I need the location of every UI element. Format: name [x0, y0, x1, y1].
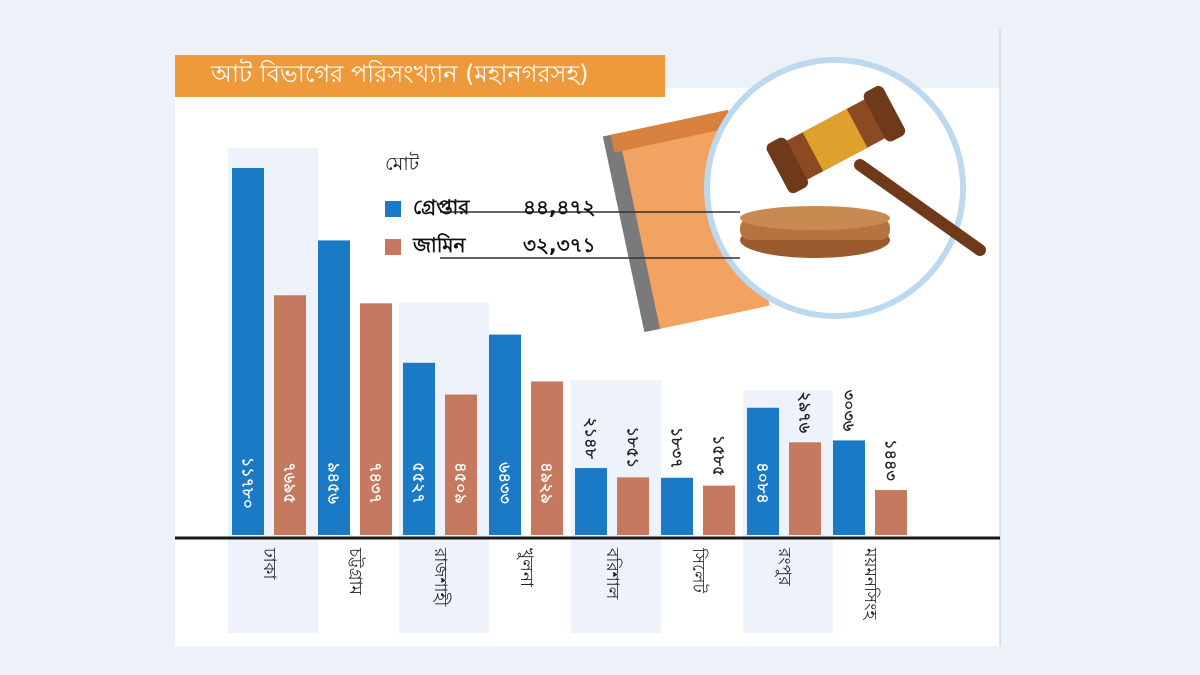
- legend-swatch-arrest: [385, 201, 401, 217]
- bar-bail-2: [445, 394, 477, 535]
- data-label-bail-1: ৭৪৩৭: [367, 462, 386, 504]
- bar-arrest-2: [403, 362, 435, 535]
- bar-arrest-4: [575, 468, 607, 535]
- legend-total-arrest: ৪৪,৪৭২: [523, 194, 596, 219]
- category-label-7: ময়মনসিংহ: [860, 547, 881, 620]
- legend-item-arrest: গ্রেপ্তার ৪৪,৪৭২: [385, 190, 596, 228]
- category-label-0: ঢাকা: [259, 547, 279, 580]
- data-label-bail-4: ১৮৫১: [624, 427, 643, 469]
- bar-arrest-7: [833, 440, 865, 535]
- data-label-arrest-2: ৫৫২৭: [410, 462, 429, 504]
- gavel-icon: [740, 85, 986, 258]
- data-label-arrest-6: ৪০৮৪: [754, 462, 773, 504]
- data-label-bail-6: ২৯৭৬: [796, 391, 815, 433]
- category-label-2: রাজশাহী: [430, 547, 451, 607]
- category-label-1: চট্টগ্রাম: [345, 547, 366, 596]
- legend-label-arrest: গ্রেপ্তার: [413, 194, 470, 219]
- data-label-arrest-0: ১১৭৮০: [239, 457, 258, 509]
- data-label-arrest-5: ১৮৩৭: [668, 427, 687, 469]
- category-label-4: বরিশাল: [602, 547, 623, 600]
- bar-bail-4: [617, 477, 649, 535]
- data-label-arrest-7: ৩০৩৬: [840, 390, 859, 432]
- legend-total-bail: ৩২,৩৭১: [523, 232, 596, 257]
- bar-arrest-3: [489, 334, 521, 535]
- data-label-bail-0: ৭৬৯৫: [281, 462, 300, 504]
- chart-title-banner: আট বিভাগের পরিসংখ্যান (মহানগরসহ): [175, 55, 665, 97]
- bar-bail-1: [360, 303, 392, 535]
- bar-arrest-5: [661, 477, 693, 535]
- chart-title: আট বিভাগের পরিসংখ্যান (মহানগরসহ): [211, 60, 589, 88]
- bar-bail-6: [789, 442, 821, 535]
- bar-arrest-0: [232, 168, 264, 535]
- data-label-bail-2: ৪৫০৯: [452, 462, 471, 504]
- bar-bail-0: [274, 295, 306, 535]
- legend-label-bail: জামিন: [413, 232, 466, 257]
- data-label-bail-7: ১৪৪৩: [882, 439, 901, 481]
- gavel-circle: [704, 57, 966, 319]
- data-label-arrest-1: ৯৪৫৬: [325, 462, 344, 504]
- data-label-arrest-4: ২১৪৮: [582, 417, 601, 459]
- legend: মোট গ্রেপ্তার ৪৪,৪৭২ জামিন ৩২,৩৭১: [385, 150, 596, 266]
- category-label-6: রংপুর: [774, 547, 794, 586]
- data-label-arrest-3: ৬৪৩৩: [496, 462, 515, 504]
- legend-swatch-bail: [385, 239, 401, 255]
- legend-total-label: মোট: [385, 153, 420, 175]
- data-label-bail-5: ১৫৮৫: [710, 435, 729, 477]
- data-label-bail-3: ৪৯২৯: [538, 462, 557, 504]
- bar-bail-3: [531, 381, 563, 535]
- legend-item-bail: জামিন ৩২,৩৭১: [385, 228, 596, 266]
- bar-bail-7: [875, 490, 907, 535]
- category-label-3: খুলনা: [516, 548, 536, 588]
- bar-arrest-6: [747, 407, 779, 535]
- category-label-5: সিলেট: [688, 547, 709, 594]
- bar-bail-5: [703, 485, 735, 535]
- bar-arrest-1: [318, 240, 350, 535]
